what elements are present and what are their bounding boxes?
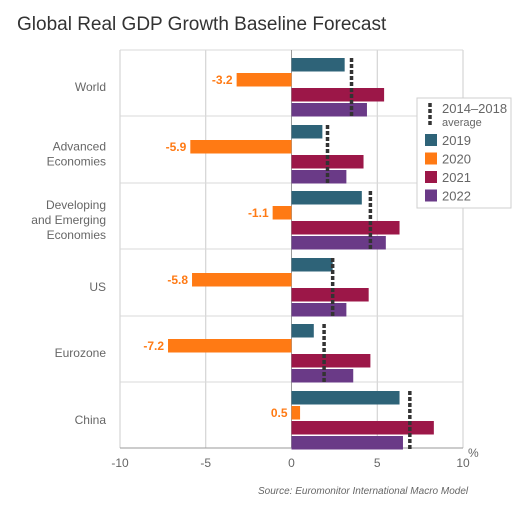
bar-2022 xyxy=(291,436,403,450)
bar-2021 xyxy=(291,88,385,102)
bar-2020 xyxy=(190,140,292,154)
category-label: China xyxy=(75,413,107,427)
bar-2019 xyxy=(291,58,345,72)
category-label: Eurozone xyxy=(55,346,107,360)
bar-2021 xyxy=(291,288,369,302)
bar-2020 xyxy=(236,73,292,87)
legend-label-2021: 2021 xyxy=(442,170,471,185)
bar-2020 xyxy=(168,339,292,353)
category-label: World xyxy=(75,80,106,94)
x-tick-label: 5 xyxy=(374,456,381,470)
category-label: US xyxy=(89,280,106,294)
legend-swatch-2020 xyxy=(425,152,437,165)
data-label: 0.5 xyxy=(271,406,288,420)
x-tick-label: -10 xyxy=(111,456,129,470)
legend-swatch-2021 xyxy=(425,171,437,183)
bar-2020 xyxy=(272,206,292,220)
bar-2020 xyxy=(291,406,301,420)
legend-label-2020: 2020 xyxy=(442,152,471,167)
bar-2020 xyxy=(192,273,292,287)
x-tick-label: 0 xyxy=(288,456,295,470)
category-label: Economies xyxy=(47,155,106,169)
data-label: -1.1 xyxy=(248,206,269,220)
x-unit-label: % xyxy=(468,446,479,460)
bar-2022 xyxy=(291,236,386,250)
bar-2022 xyxy=(291,303,347,317)
bar-2022 xyxy=(291,170,347,184)
bar-2021 xyxy=(291,221,400,235)
category-label: Advanced xyxy=(53,140,106,154)
bar-2019 xyxy=(291,391,400,405)
data-label: -5.9 xyxy=(166,140,187,154)
category-label: Developing xyxy=(46,198,106,212)
legend-average-label: average xyxy=(442,117,482,129)
data-label: -7.2 xyxy=(143,339,164,353)
legend-swatch-2022 xyxy=(425,189,437,202)
bar-2019 xyxy=(291,125,323,139)
data-label: -5.8 xyxy=(167,273,188,287)
legend-swatch-2019 xyxy=(425,134,437,146)
legend-label-2019: 2019 xyxy=(442,133,471,148)
x-tick-label: -5 xyxy=(200,456,211,470)
bar-2019 xyxy=(291,191,362,205)
category-label: Economies xyxy=(47,228,106,242)
x-tick-label: 10 xyxy=(456,456,470,470)
legend-label-2022: 2022 xyxy=(442,189,471,204)
chart-title: Global Real GDP Growth Baseline Forecast xyxy=(17,14,387,35)
bar-2022 xyxy=(291,103,367,117)
source-note: Source: Euromonitor International Macro … xyxy=(258,486,469,497)
bar-2019 xyxy=(291,324,314,338)
bar-2021 xyxy=(291,354,371,368)
legend-average-label: 2014–2018 xyxy=(442,101,507,116)
data-label: -3.2 xyxy=(212,73,233,87)
category-label: and Emerging xyxy=(31,213,106,227)
bar-2021 xyxy=(291,421,434,435)
bar-2019 xyxy=(291,258,333,272)
